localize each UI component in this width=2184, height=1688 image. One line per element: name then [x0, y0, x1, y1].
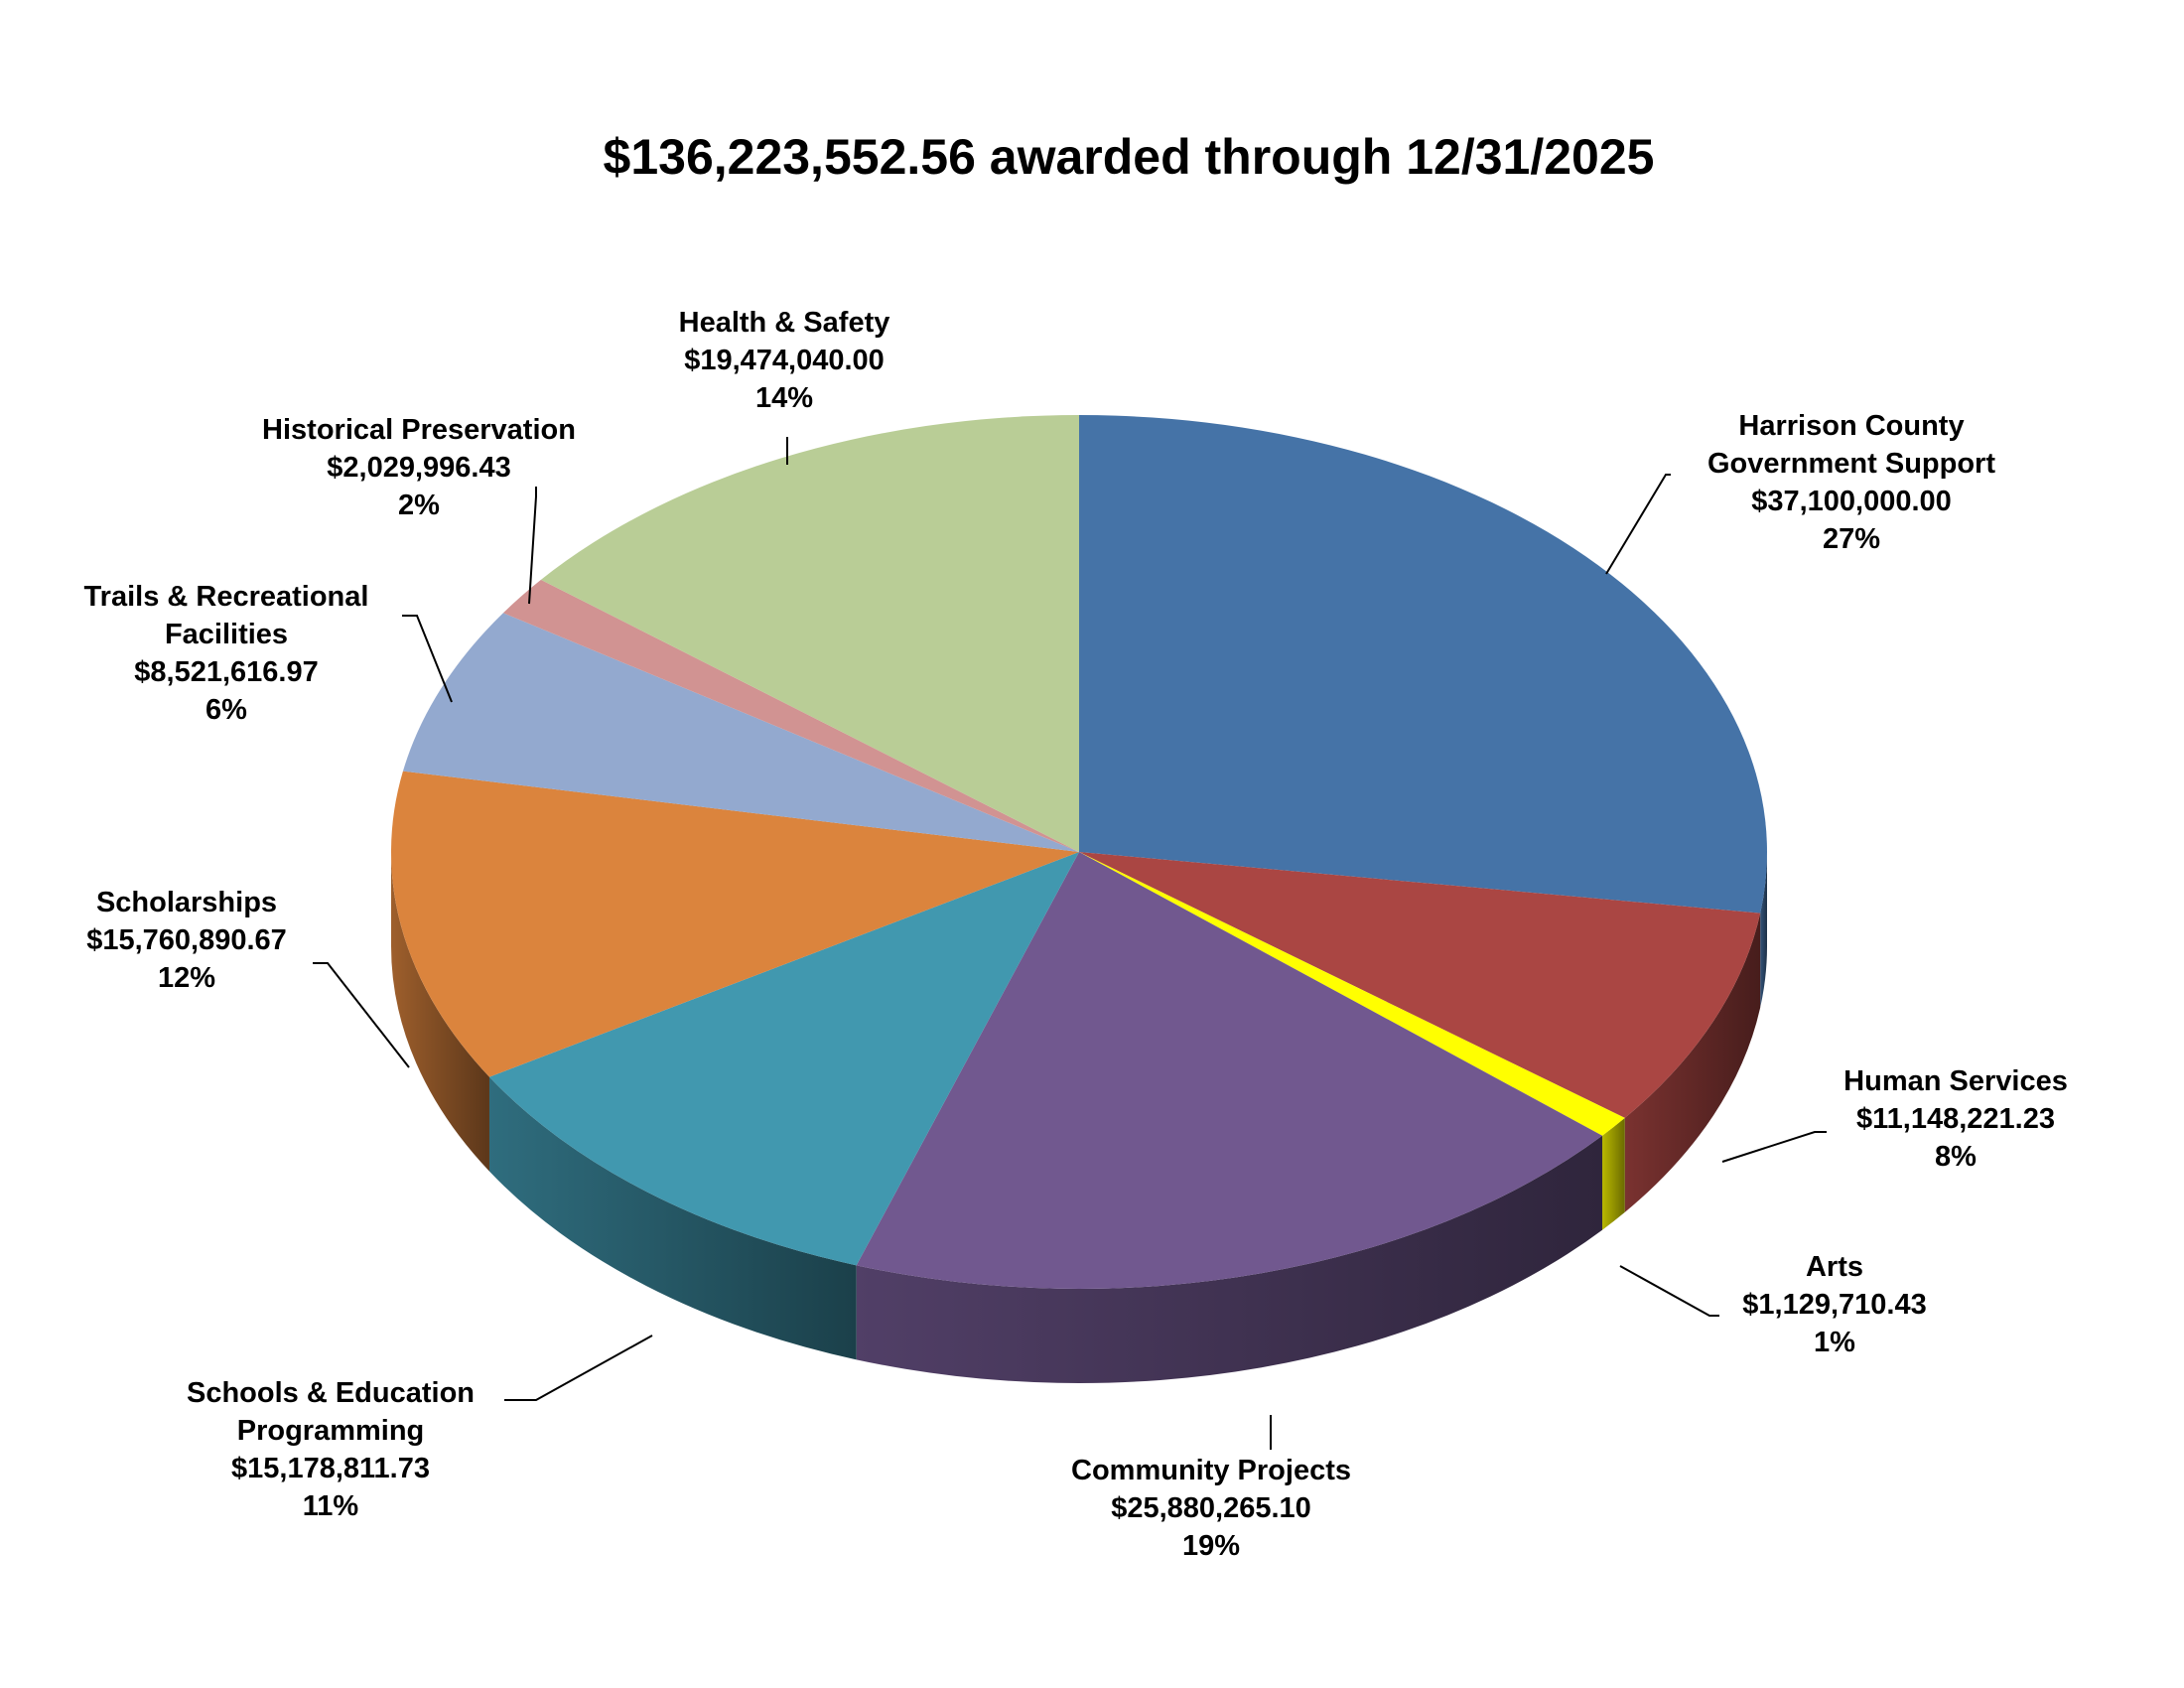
- pie-side-2: [1602, 1117, 1625, 1230]
- pie-side-5: [391, 852, 489, 1172]
- pie-side-4: [488, 1076, 857, 1360]
- pie-slice-8: [540, 415, 1079, 852]
- slice-label-line: 1%: [1814, 1327, 1855, 1358]
- leader-line-7: [528, 487, 537, 605]
- slice-label-line: Community Projects: [1071, 1455, 1351, 1486]
- slice-label-2: Arts $1,129,710.43 1%: [1742, 1251, 1926, 1358]
- slice-label-line: Arts: [1806, 1251, 1863, 1283]
- slice-label-line: Human Services: [1843, 1065, 2068, 1097]
- pie-slice-6: [402, 613, 1080, 852]
- slice-label-6: Trails & Recreational Facilities $8,521,61…: [84, 581, 369, 726]
- pie-slice-3: [856, 852, 1603, 1289]
- pie-slice-4: [488, 852, 1079, 1266]
- slice-label-4: Schools & Education Programming $15,178,81…: [187, 1377, 475, 1522]
- pie-slice-0: [1079, 415, 1768, 914]
- slice-label-line: 19%: [1182, 1530, 1240, 1562]
- pie-slice-1: [1079, 852, 1761, 1118]
- slice-label-line: $15,178,811.73: [231, 1453, 430, 1484]
- slice-label-line: Health & Safety: [679, 307, 890, 339]
- slice-label-line: 2%: [398, 490, 440, 521]
- slice-label-line: 27%: [1823, 523, 1880, 555]
- leader-lines: [313, 437, 1827, 1450]
- slice-label-line: Facilities: [165, 619, 288, 650]
- slice-label-line: $19,474,040.00: [684, 345, 885, 376]
- leader-line-1: [1721, 1131, 1827, 1163]
- slice-label-7: Historical Preservation $2,029,996.43 2%: [262, 414, 576, 521]
- slice-label-line: $15,760,890.67: [86, 924, 287, 956]
- pie-tops: [390, 415, 1768, 1289]
- slice-label-8: Health & Safety $19,474,040.00 14%: [679, 307, 890, 414]
- slice-label-line: $11,148,221.23: [1856, 1103, 2055, 1135]
- slice-label-line: Programming: [237, 1415, 425, 1447]
- pie-side-1: [1624, 913, 1761, 1212]
- slice-label-0: Harrison County Government Support $37,100…: [1707, 410, 1995, 555]
- pie-slice-7: [502, 579, 1079, 852]
- leader-line-2: [1619, 1265, 1719, 1317]
- pie-side-0: [1760, 852, 1767, 1008]
- slice-label-3: Community Projects $25,880,265.10 19%: [1071, 1455, 1351, 1562]
- slice-label-line: $2,029,996.43: [327, 452, 510, 484]
- pie-slice-5: [390, 771, 1079, 1077]
- chart-title: $136,223,552.56 awarded through 12/31/20…: [604, 129, 1655, 185]
- slice-label-line: Schools & Education: [187, 1377, 475, 1409]
- slice-label-line: $1,129,710.43: [1742, 1289, 1926, 1321]
- pie-slice-2: [1079, 852, 1625, 1136]
- slice-label-line: Historical Preservation: [262, 414, 576, 446]
- slice-label-line: 11%: [303, 1490, 359, 1522]
- slice-label-line: Harrison County: [1738, 410, 1964, 442]
- slice-label-line: $37,100,000.00: [1751, 486, 1952, 517]
- slice-label-line: 6%: [205, 694, 247, 726]
- pie-sides: [391, 852, 1767, 1383]
- slice-label-1: Human Services $11,148,221.23 8%: [1843, 1065, 2068, 1173]
- slice-label-line: Scholarships: [96, 887, 277, 918]
- slice-label-line: 8%: [1935, 1141, 1977, 1173]
- leader-line-6: [402, 615, 453, 703]
- leader-line-4: [504, 1335, 653, 1401]
- slice-label-line: Government Support: [1707, 448, 1995, 480]
- slice-label-line: 14%: [755, 382, 813, 414]
- slice-label-line: 12%: [158, 962, 215, 994]
- leader-line-0: [1605, 474, 1671, 575]
- leader-line-5: [313, 962, 410, 1068]
- slice-labels: Harrison County Government Support $37,100…: [84, 307, 2068, 1562]
- slice-label-line: $8,521,616.97: [134, 656, 318, 688]
- pie-side-3: [856, 1135, 1603, 1383]
- slice-label-5: Scholarships $15,760,890.67 12%: [86, 887, 287, 994]
- slice-label-line: Trails & Recreational: [84, 581, 369, 613]
- slice-label-line: $25,880,265.10: [1111, 1492, 1311, 1524]
